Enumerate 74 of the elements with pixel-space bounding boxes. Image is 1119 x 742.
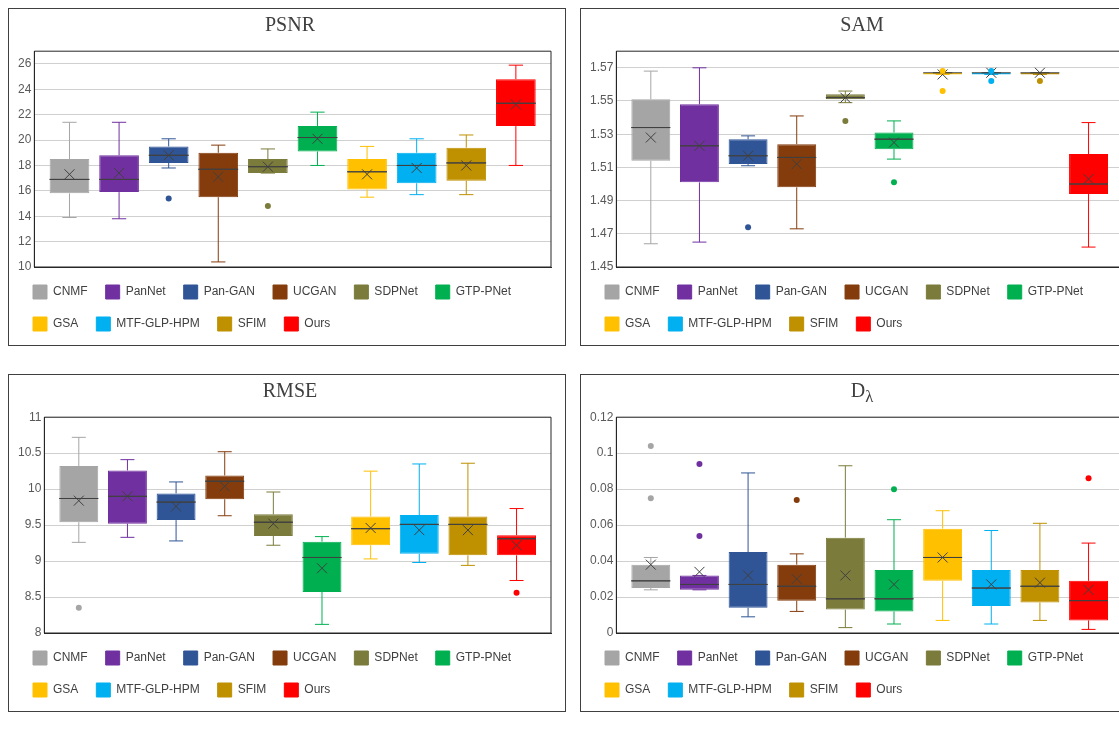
y-tick-label: 1.47 [590, 226, 614, 241]
legend-label: PanNet [697, 284, 739, 299]
legend-label: PanNet [697, 650, 739, 665]
legend-label: GSA [53, 682, 79, 697]
legend-label: Ours [304, 316, 331, 331]
y-tick-label: 18 [17, 157, 32, 172]
legend-label: UCGAN [865, 284, 909, 299]
y-tick-label: 0.04 [590, 553, 614, 568]
y-tick-label: 9.5 [24, 517, 42, 532]
y-tick-label: 0.1 [596, 445, 614, 460]
legend-label: MTF-GLP-HPM [688, 682, 772, 697]
legend-label: Ours [876, 316, 903, 331]
legend-label: SDPNet [946, 650, 991, 665]
legend-label: MTF-GLP-HPM [116, 682, 200, 697]
legend-label: PanNet [125, 284, 167, 299]
y-tick-label: 24 [17, 81, 32, 96]
legend-label: Pan-GAN [203, 650, 256, 665]
legend-label: SDPNet [946, 284, 991, 299]
legend-label: GTP-PNet [455, 650, 512, 665]
y-tick-label: 22 [17, 106, 32, 121]
chart-title: D$_{λ}$ [849, 379, 875, 407]
legend-label: SFIM [237, 682, 267, 697]
y-tick-label: 1.45 [590, 259, 614, 274]
legend-label: Ours [876, 682, 903, 697]
y-tick-label: 1.57 [590, 60, 614, 75]
chart-title: PSNR [264, 13, 316, 37]
legend-label: UCGAN [293, 650, 337, 665]
legend-label: Pan-GAN [203, 284, 256, 299]
legend-label: GSA [53, 316, 79, 331]
y-tick-label: 14 [17, 208, 32, 223]
y-tick-label: 10 [28, 481, 42, 496]
y-tick-label: 1.55 [590, 93, 614, 108]
legend-label: MTF-GLP-HPM [688, 316, 772, 331]
legend-label: SFIM [809, 682, 839, 697]
y-tick-label: 0.12 [590, 409, 614, 424]
legend-label: UCGAN [293, 284, 337, 299]
legend-label: GSA [625, 316, 651, 331]
legend-label: Pan-GAN [775, 284, 828, 299]
y-tick-label: 0.02 [590, 589, 614, 604]
y-tick-label: 8 [34, 625, 42, 640]
y-tick-label: 12 [17, 233, 32, 248]
legend-label: GSA [625, 682, 651, 697]
legend-label: SDPNet [374, 650, 419, 665]
y-tick-label: 16 [17, 183, 32, 198]
legend-label: PanNet [125, 650, 167, 665]
y-tick-label: 10 [17, 259, 32, 274]
y-tick-label: 8.5 [24, 589, 42, 604]
chart-title: RMSE [261, 379, 319, 403]
legend-label: Ours [304, 682, 331, 697]
legend-label: SDPNet [374, 284, 419, 299]
legend-label: GTP-PNet [1027, 650, 1084, 665]
y-tick-label: 9 [34, 553, 42, 568]
legend-label: SFIM [237, 316, 267, 331]
legend-label: GTP-PNet [455, 284, 512, 299]
y-tick-label: 0.06 [590, 517, 614, 532]
legend-label: GTP-PNet [1027, 284, 1084, 299]
legend-label: UCGAN [865, 650, 909, 665]
legend-label: MTF-GLP-HPM [116, 316, 200, 331]
legend-label: CNMF [625, 284, 660, 299]
y-tick-label: 20 [17, 132, 32, 147]
y-tick-label: 1.53 [590, 126, 614, 141]
legend-label: SFIM [809, 316, 839, 331]
legend-label: CNMF [625, 650, 660, 665]
y-tick-label: 26 [17, 56, 32, 71]
chart-title: SAM [839, 13, 885, 37]
y-tick-label: 0.08 [590, 481, 614, 496]
y-tick-label: 11 [28, 409, 42, 424]
legend-label: CNMF [53, 650, 88, 665]
y-tick-label: 0 [606, 625, 614, 640]
legend-label: Pan-GAN [775, 650, 828, 665]
y-tick-label: 10.5 [18, 445, 42, 460]
y-tick-label: 1.51 [590, 159, 614, 174]
legend-label: CNMF [53, 284, 88, 299]
y-tick-label: 1.49 [590, 192, 614, 207]
